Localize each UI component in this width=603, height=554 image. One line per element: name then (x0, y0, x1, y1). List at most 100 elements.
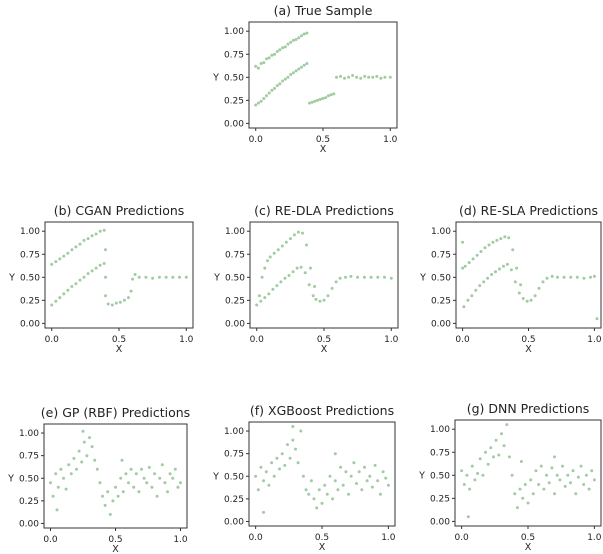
data-point (592, 478, 596, 482)
data-point (95, 467, 99, 471)
data-point (137, 275, 141, 279)
data-point (267, 56, 271, 60)
y-tick-label: 0.75 (430, 448, 450, 458)
data-point (50, 303, 54, 307)
x-tick-label: 1.0 (587, 533, 602, 543)
data-point (262, 510, 266, 514)
data-point (347, 492, 350, 496)
data-point (90, 445, 94, 449)
data-point (70, 248, 74, 252)
data-point (500, 432, 503, 436)
x-tick-label: 0.0 (43, 535, 58, 545)
data-point (49, 481, 52, 485)
data-point (463, 264, 467, 268)
data-point (326, 94, 330, 98)
data-point (283, 45, 287, 49)
data-point (349, 274, 353, 278)
data-point (341, 483, 345, 487)
chart-panel: (c) RE-DLA Predictions 0.0 0.5 1.0 0.00 0.25 0… (213, 203, 399, 355)
data-point (291, 270, 295, 274)
x-tick-label: 0.5 (315, 533, 329, 543)
chart-title: (e) GP (RBF) Predictions (41, 405, 190, 420)
y-tick-label: 0.75 (225, 250, 245, 260)
data-point (265, 57, 268, 61)
chart-panel: (f) XGBoost Predictions 0.0 0.5 1.0 0.00 0.25… (212, 403, 396, 553)
chart-panel: (e) GP (RBF) Predictions 0.0 0.5 1.0 0.00 0.2… (7, 405, 190, 554)
y-tick-label: 0.25 (224, 495, 244, 505)
data-point (291, 38, 295, 42)
data-point (106, 490, 110, 494)
data-point (289, 40, 293, 44)
data-point (553, 455, 556, 459)
data-point (266, 259, 269, 263)
data-point (108, 512, 112, 516)
data-point (301, 231, 304, 235)
data-point (134, 472, 138, 476)
data-point (118, 300, 122, 304)
data-point (291, 438, 295, 442)
data-point (286, 443, 289, 447)
data-point (558, 478, 562, 482)
data-point (93, 458, 97, 462)
data-point (153, 472, 156, 476)
data-point (127, 481, 130, 485)
data-point (74, 245, 78, 249)
data-point (566, 473, 570, 477)
data-point (300, 34, 303, 38)
data-point (283, 463, 287, 467)
data-point (513, 492, 517, 496)
data-point (550, 466, 554, 470)
data-point (523, 483, 527, 486)
data-point (254, 103, 258, 107)
data-point (305, 62, 309, 65)
data-point (98, 263, 102, 267)
data-point (74, 282, 78, 286)
data-point (283, 77, 287, 81)
data-point (511, 248, 515, 252)
y-tick-label: 0.25 (225, 296, 245, 306)
data-point (515, 266, 519, 270)
data-point (302, 32, 306, 36)
data-point (534, 469, 538, 473)
data-point (171, 275, 175, 279)
data-point (78, 278, 82, 282)
data-point (294, 38, 298, 41)
data-point (330, 286, 334, 290)
data-point (77, 449, 81, 453)
data-point (483, 246, 487, 250)
data-point (267, 91, 271, 95)
data-point (336, 488, 340, 492)
data-point (80, 460, 84, 464)
data-point (505, 423, 509, 427)
y-tick-label: 0.50 (431, 273, 451, 283)
data-point (369, 275, 373, 279)
data-point (284, 240, 288, 244)
data-point (164, 275, 168, 279)
chart-title: (g) DNN Predictions (467, 401, 590, 416)
plot-frame (43, 423, 188, 529)
data-point (309, 266, 312, 270)
data-point (363, 465, 366, 469)
data-point (561, 464, 564, 468)
plot-frame (249, 221, 399, 329)
data-point (129, 467, 133, 471)
data-point (465, 473, 469, 477)
x-tick-label: 0.5 (521, 335, 535, 345)
data-point (466, 298, 470, 302)
data-point (489, 446, 493, 450)
data-point (98, 229, 102, 233)
data-point (271, 287, 275, 291)
data-point (64, 487, 68, 491)
data-point (470, 294, 474, 298)
y-tick-label: 0.50 (20, 273, 40, 283)
x-tick-label: 0.5 (108, 535, 122, 545)
y-tick-label: 0.00 (224, 517, 244, 527)
y-tick-label: 0.00 (20, 319, 40, 329)
data-point (497, 453, 501, 457)
data-point (584, 473, 588, 477)
data-point (367, 75, 371, 79)
data-point (69, 472, 73, 476)
data-point (304, 488, 308, 492)
x-tick-label: 0.0 (250, 335, 265, 345)
y-tick-label: 1.00 (224, 427, 244, 437)
